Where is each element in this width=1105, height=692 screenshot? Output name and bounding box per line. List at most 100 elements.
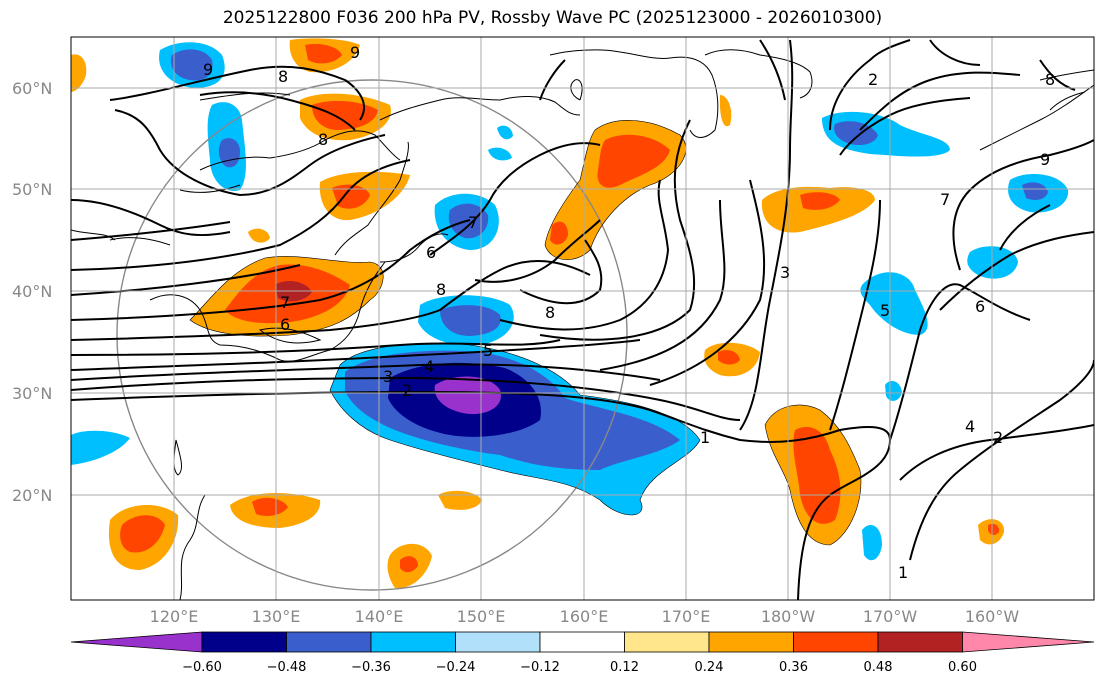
contour-label: 9 xyxy=(1040,150,1050,169)
contour-label: 2 xyxy=(868,70,878,89)
contour-label: 8 xyxy=(278,67,288,86)
colorbar-segment xyxy=(793,631,879,653)
contour-label: 7 xyxy=(468,213,478,232)
neg-anomaly-light-blue xyxy=(71,430,130,465)
contour-label: 7 xyxy=(940,190,950,209)
neg-anomaly-mid-blue xyxy=(440,305,501,336)
contour-label: 9 xyxy=(203,60,213,79)
latitude-labels: 60°N 50°N 40°N 30°N 20°N xyxy=(12,79,52,505)
colorbar-segment xyxy=(370,631,456,653)
shading-layer xyxy=(71,38,1094,600)
map-title: 2025122800 F036 200 hPa PV, Rossby Wave … xyxy=(222,8,883,28)
contour-label: 8 xyxy=(545,303,555,322)
colorbar-segment xyxy=(539,631,625,653)
contour-label: 5 xyxy=(880,301,890,320)
neg-anomaly-light-blue xyxy=(488,147,512,161)
contour-label: 4 xyxy=(965,417,975,436)
contour-label: 6 xyxy=(426,243,436,262)
pos-anomaly-red xyxy=(120,515,165,553)
lat-label: 20°N xyxy=(12,486,52,505)
colorbar-segment xyxy=(962,631,1095,653)
pos-anomaly-red xyxy=(718,350,740,365)
lat-label: 60°N xyxy=(12,79,52,98)
colorbar-tick: −0.36 xyxy=(351,660,391,675)
contour-label: 6 xyxy=(975,297,985,316)
neg-anomaly-light-blue xyxy=(862,525,882,561)
colorbar-tick: −0.24 xyxy=(436,660,476,675)
neg-anomaly-purple xyxy=(434,376,501,415)
contour-label: 1 xyxy=(700,428,710,447)
contour-label: 3 xyxy=(383,367,393,386)
pos-anomaly-red xyxy=(597,134,670,188)
contour-label: 1 xyxy=(898,563,908,582)
colorbar-tick: 0.60 xyxy=(948,660,977,675)
contour-label: 4 xyxy=(424,357,434,376)
lat-label: 30°N xyxy=(12,384,52,403)
pos-anomaly-red xyxy=(988,523,1000,535)
neg-anomaly-mid-blue xyxy=(170,49,213,81)
neg-anomaly-mid-blue xyxy=(834,121,878,146)
forecast-domain-circle xyxy=(116,79,628,591)
colorbar-tick: −0.48 xyxy=(267,660,307,675)
pv-contours xyxy=(71,39,1094,600)
contour-label: 8 xyxy=(1045,70,1055,89)
neg-anomaly-light-blue xyxy=(967,246,1018,279)
pos-anomaly-red xyxy=(793,426,841,524)
lat-label: 40°N xyxy=(12,282,52,301)
pos-anomaly-orange xyxy=(438,490,482,510)
colorbar-tick: 0.24 xyxy=(695,660,724,675)
lon-label: 160°E xyxy=(560,607,609,626)
contour-label: 6 xyxy=(280,315,290,334)
colorbar-segment xyxy=(708,631,794,653)
lon-label: 180°W xyxy=(761,607,816,626)
map-frame xyxy=(70,36,1095,601)
colorbar-segment xyxy=(624,631,710,653)
lon-label: 170°E xyxy=(662,607,711,626)
pos-anomaly-red xyxy=(800,192,840,210)
colorbar-segment xyxy=(70,631,203,653)
colorbar-ticks: −0.60 −0.48 −0.36 −0.24 −0.12 0.12 0.24 … xyxy=(182,660,977,675)
colorbar-tick: −0.12 xyxy=(520,660,560,675)
lat-label: 50°N xyxy=(12,180,52,199)
pos-anomaly-orange xyxy=(71,54,87,92)
contour-labels: 9 8 9 8 7 6 7 6 8 8 5 4 3 2 1 2 7 6 5 4 … xyxy=(203,43,1055,582)
longitude-labels: 120°E 130°E 140°E 150°E 160°E 170°E 180°… xyxy=(150,607,1020,626)
colorbar-tick: −0.60 xyxy=(182,660,222,675)
neg-anomaly-mid-blue xyxy=(1022,182,1048,200)
lon-label: 160°W xyxy=(965,607,1020,626)
anomaly-outline xyxy=(189,120,862,546)
colorbar-segment xyxy=(455,631,541,653)
colorbar-tick: 0.48 xyxy=(864,660,893,675)
pos-anomaly-red xyxy=(400,556,418,573)
contour-label: 7 xyxy=(280,293,290,312)
pos-anomaly-red xyxy=(332,184,370,209)
lon-label: 170°W xyxy=(863,607,918,626)
lon-label: 120°E xyxy=(150,607,199,626)
neg-anomaly-mid-blue xyxy=(218,138,240,168)
colorbar-segment xyxy=(877,631,963,653)
neg-anomaly-light-blue xyxy=(885,380,902,401)
pos-anomaly-orange xyxy=(719,95,732,127)
pos-anomaly-red xyxy=(312,100,378,130)
contour-label: 2 xyxy=(993,428,1003,447)
neg-anomaly-light-blue xyxy=(497,125,513,140)
contour-label: 2 xyxy=(402,381,412,400)
colorbar xyxy=(70,631,1095,653)
pos-anomaly-red xyxy=(252,497,288,516)
colorbar-tick: 0.12 xyxy=(610,660,639,675)
colorbar-segment xyxy=(201,631,287,653)
neg-anomaly-light-blue xyxy=(860,272,928,335)
contour-label: 3 xyxy=(780,263,790,282)
pos-anomaly-red xyxy=(305,44,342,64)
lon-label: 140°E xyxy=(355,607,404,626)
contour-label: 8 xyxy=(318,130,328,149)
pos-anomaly-red xyxy=(550,221,568,245)
gridlines xyxy=(71,37,1094,600)
contour-label: 5 xyxy=(483,341,493,360)
contour-label: 9 xyxy=(350,43,360,62)
contour-label: 8 xyxy=(436,280,446,299)
lon-label: 130°E xyxy=(252,607,301,626)
colorbar-segment xyxy=(286,631,372,653)
lon-label: 150°E xyxy=(457,607,506,626)
